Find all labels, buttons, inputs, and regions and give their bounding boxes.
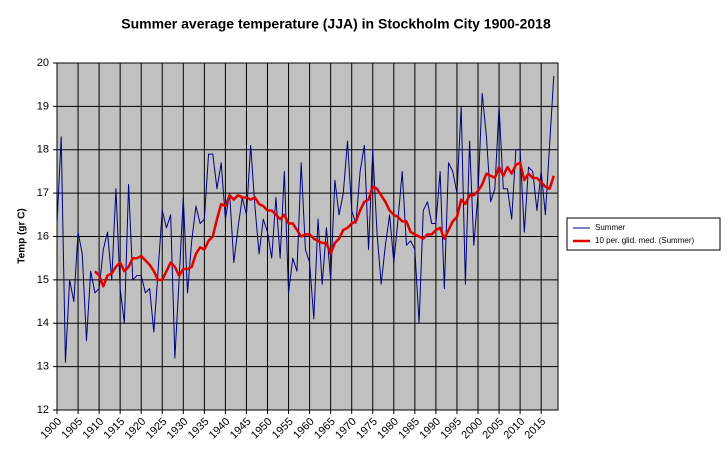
x-tick-label: 1955: [270, 416, 296, 442]
x-tick-label: 1990: [417, 416, 443, 442]
x-tick-label: 2010: [501, 416, 527, 442]
data-line: [56, 75, 555, 363]
x-tick-label: 1965: [312, 416, 338, 442]
y-tick-label: 15: [37, 274, 49, 286]
x-tick-label: 1910: [80, 416, 106, 442]
y-axis-label: Temp (gr C): [17, 208, 28, 263]
x-tick-label: 1940: [207, 416, 233, 442]
x-tick-label: 1975: [354, 416, 380, 442]
x-tick-label: 2000: [459, 416, 485, 442]
y-tick-label: 16: [37, 230, 49, 242]
legend-label: 10 per. glid. med. (Summer): [595, 236, 694, 245]
x-tick-label: 1970: [333, 416, 359, 442]
x-tick-label: 1905: [59, 416, 85, 442]
x-tick-label: 1930: [165, 416, 191, 442]
x-tick-label: 1925: [144, 416, 170, 442]
x-tick-label: 2005: [480, 416, 506, 442]
x-tick-label: 1920: [123, 416, 149, 442]
y-tick-label: 12: [37, 404, 49, 416]
x-tick-label: 1945: [228, 416, 254, 442]
y-tick-label: 19: [37, 100, 49, 112]
y-tick-label: 17: [37, 187, 49, 199]
x-tick-label: 1950: [249, 416, 275, 442]
x-tick-label: 1985: [396, 416, 422, 442]
x-tick-label: 1900: [38, 416, 64, 442]
y-tick-label: 20: [37, 57, 49, 69]
chart-title: Summer average temperature (JJA) in Stoc…: [121, 16, 551, 32]
x-tick-label: 1960: [291, 416, 317, 442]
y-tick-label: 13: [37, 361, 49, 373]
legend-box: [566, 217, 721, 251]
x-tick-label: 2015: [523, 416, 549, 442]
x-tick-label: 1935: [186, 416, 212, 442]
x-tick-label: 1995: [438, 416, 464, 442]
x-tick-label: 1980: [375, 416, 401, 442]
legend-label: Summer: [595, 223, 626, 232]
y-tick-label: 14: [37, 317, 49, 329]
y-tick-label: 18: [37, 144, 49, 156]
data-line: [93, 161, 555, 288]
x-tick-label: 1915: [102, 416, 128, 442]
plot-border: [56, 62, 559, 411]
